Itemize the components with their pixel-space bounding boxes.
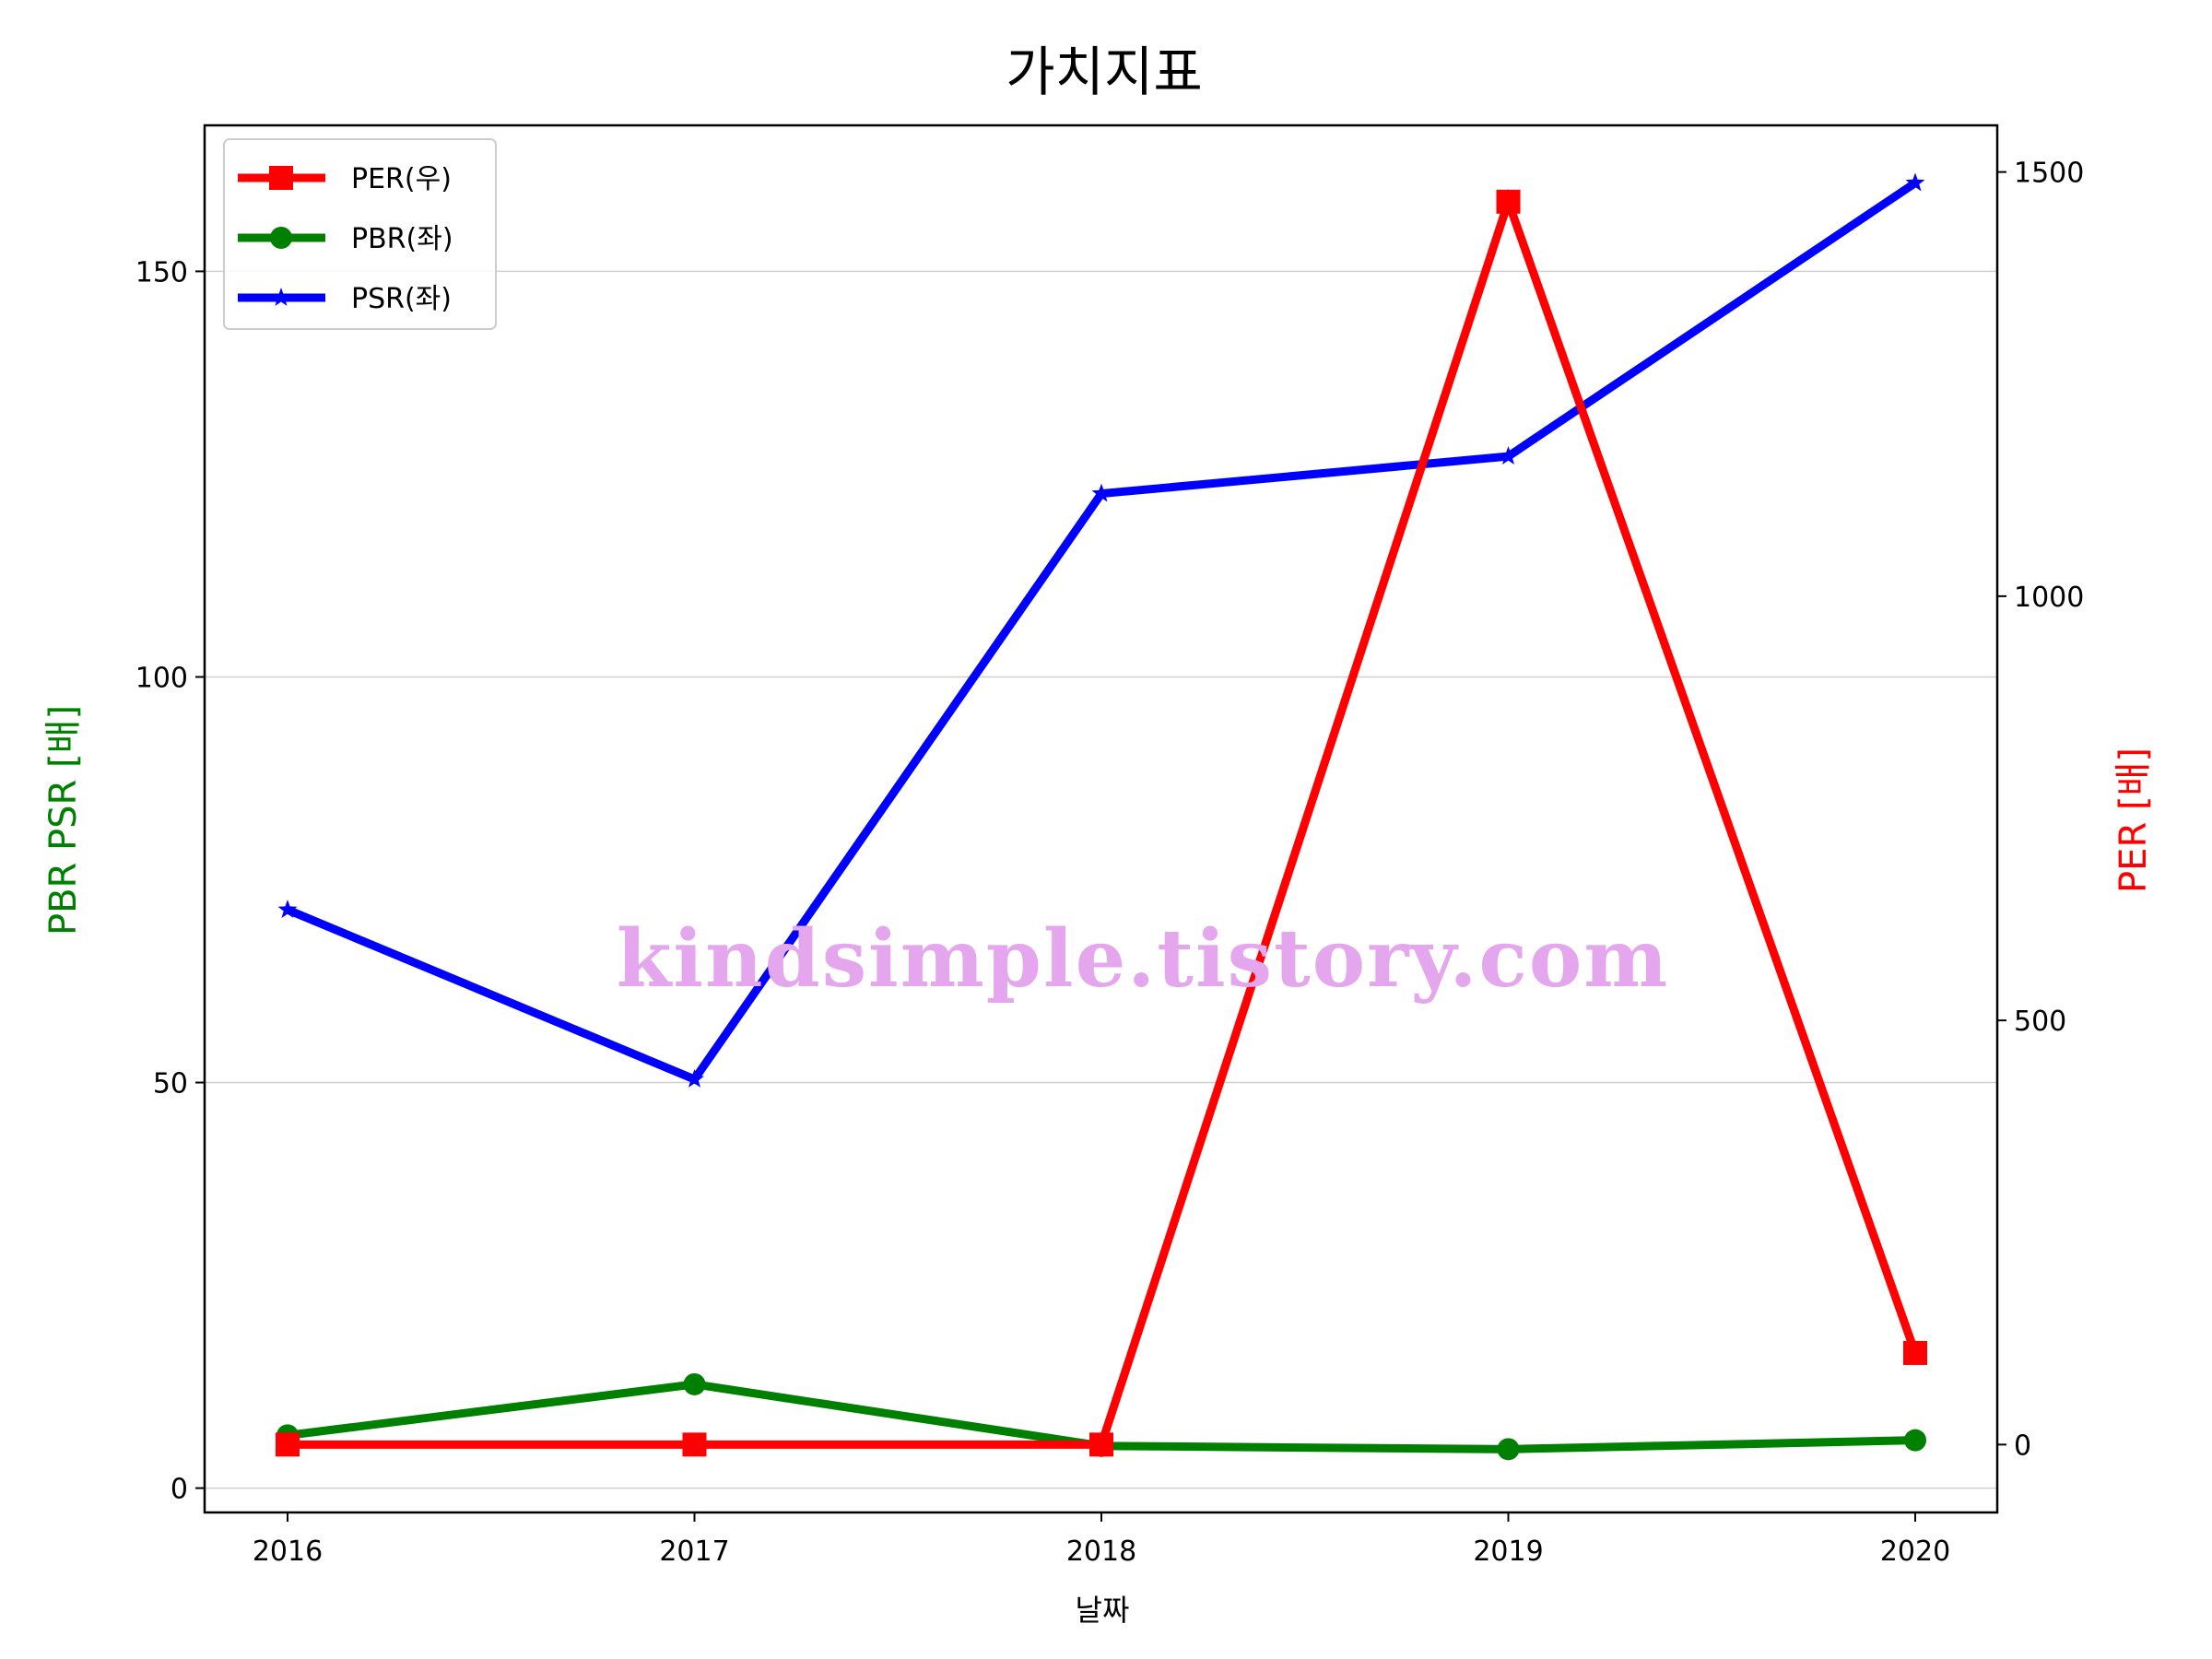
data-point <box>1904 1429 1926 1452</box>
legend-swatch-marker <box>271 288 291 306</box>
legend: PER(우) PBR(좌) PSR(좌) <box>223 138 497 330</box>
x-tick-label: 2016 <box>253 1535 323 1568</box>
chart-title: 가치지표 <box>1006 41 1202 103</box>
legend-item: PER(우) <box>238 163 452 195</box>
x-axis-label: 날짜 <box>1076 1593 1130 1628</box>
y-axis-left-label: PBR PSR [배] <box>42 705 85 935</box>
legend-item: PBR(좌) <box>238 223 453 255</box>
legend-swatch-marker <box>269 166 293 190</box>
data-point <box>682 1432 707 1457</box>
series-layer <box>276 172 1927 1461</box>
y-left-tick-label: 100 <box>135 662 188 694</box>
y-right-tick-label: 1500 <box>2014 158 2084 190</box>
legend-label: PSR(좌) <box>351 283 452 315</box>
data-point <box>276 1432 300 1457</box>
x-tick-label: 2020 <box>1880 1535 1950 1568</box>
legend-swatch-marker <box>270 227 292 249</box>
x-tick-label: 2019 <box>1473 1535 1543 1568</box>
y-left-tick-label: 150 <box>135 256 188 288</box>
legend-label: PER(우) <box>351 163 452 195</box>
data-point <box>1497 1438 1520 1461</box>
y-right-tick-label: 1000 <box>2014 582 2084 614</box>
x-tick-label: 2017 <box>659 1535 729 1568</box>
data-point <box>1089 1432 1113 1457</box>
x-tick-label: 2018 <box>1066 1535 1136 1568</box>
y-axis-right-label: PER [배] <box>2112 747 2155 893</box>
data-point <box>683 1372 706 1395</box>
legend-label: PBR(좌) <box>351 223 453 255</box>
series-psr <box>277 172 1925 1088</box>
gridlines <box>205 270 1997 1489</box>
data-point <box>1091 483 1112 502</box>
data-point <box>277 900 298 918</box>
data-point <box>1499 446 1518 465</box>
series-line <box>288 188 1920 1449</box>
y-left-tick-label: 50 <box>153 1068 188 1100</box>
y-right-tick-label: 500 <box>2014 1006 2066 1038</box>
y-right-tick-label: 0 <box>2014 1430 2031 1462</box>
data-point <box>685 1069 704 1088</box>
data-point <box>1905 172 1925 192</box>
y-left-tick-label: 0 <box>171 1474 188 1506</box>
watermark-text: kindsimple.tistory.com <box>617 912 1669 1006</box>
legend-item: PSR(좌) <box>238 283 452 315</box>
data-point <box>1496 189 1521 214</box>
series-per <box>276 188 1927 1457</box>
data-point <box>1903 1340 1927 1365</box>
